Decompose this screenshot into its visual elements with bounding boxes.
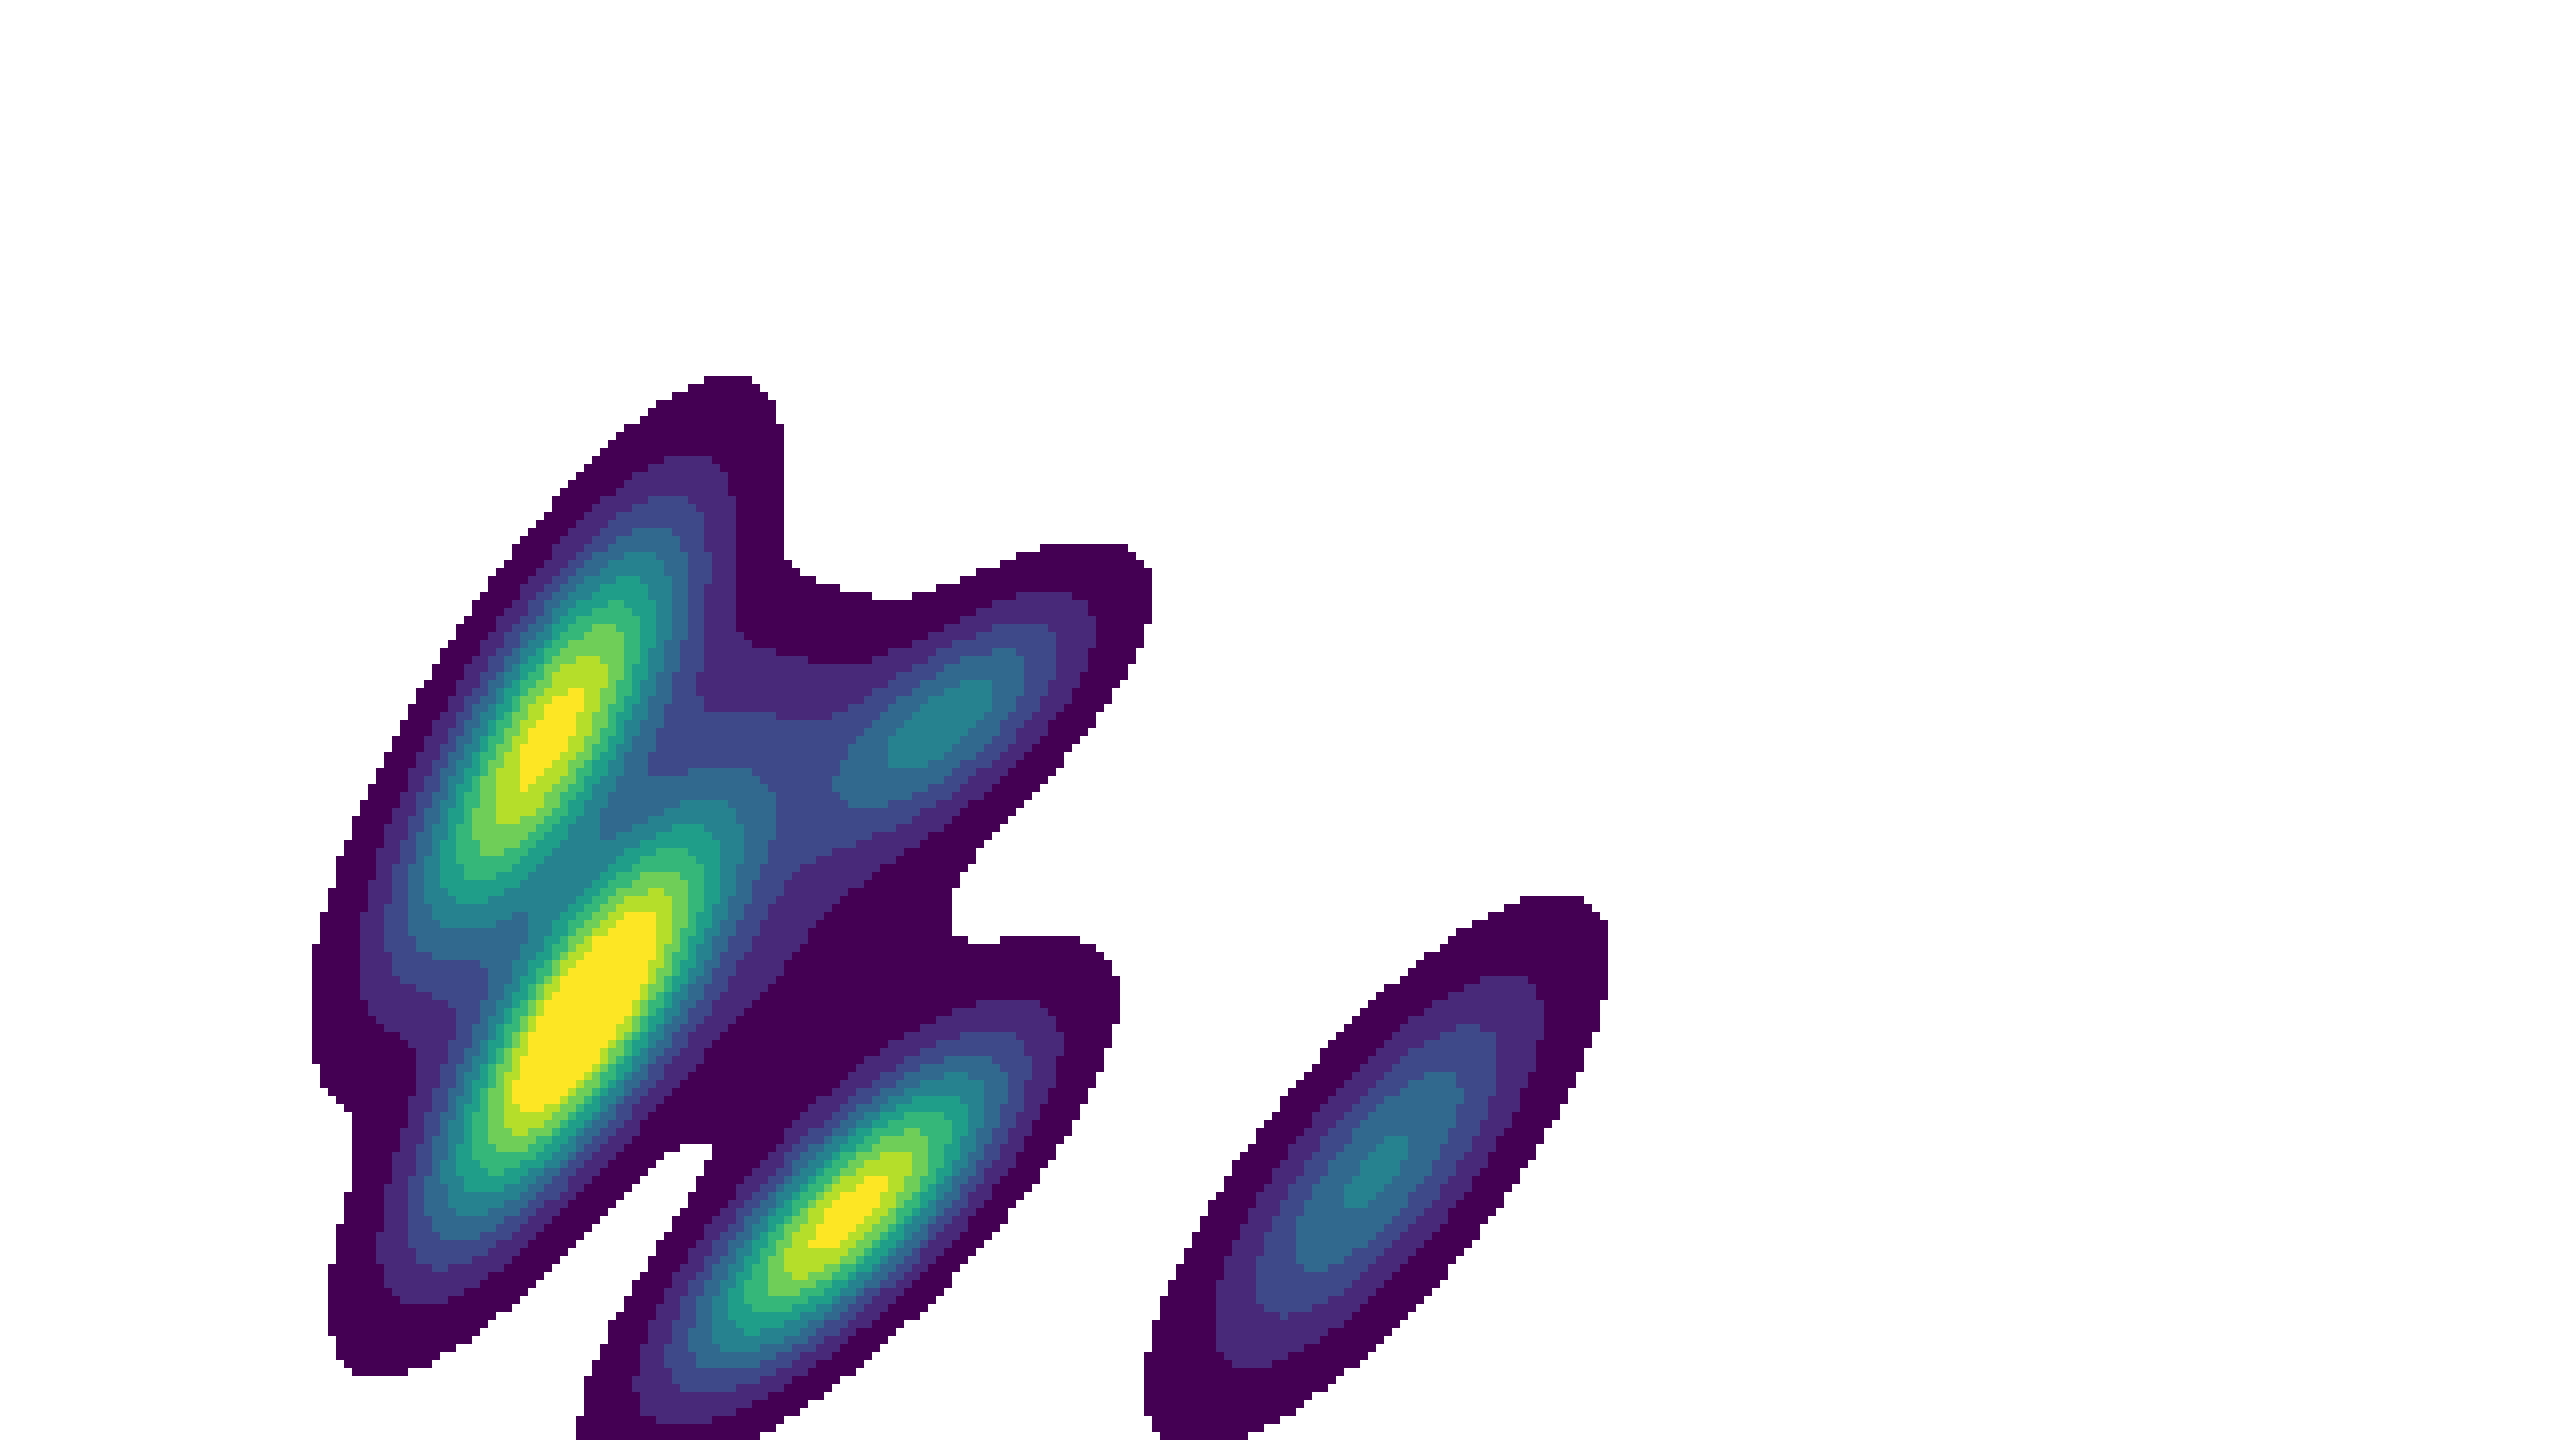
contour-level-7 bbox=[456, 600, 952, 1312]
contour-level-10 bbox=[512, 688, 888, 1248]
contour-layer bbox=[312, 376, 1608, 1440]
